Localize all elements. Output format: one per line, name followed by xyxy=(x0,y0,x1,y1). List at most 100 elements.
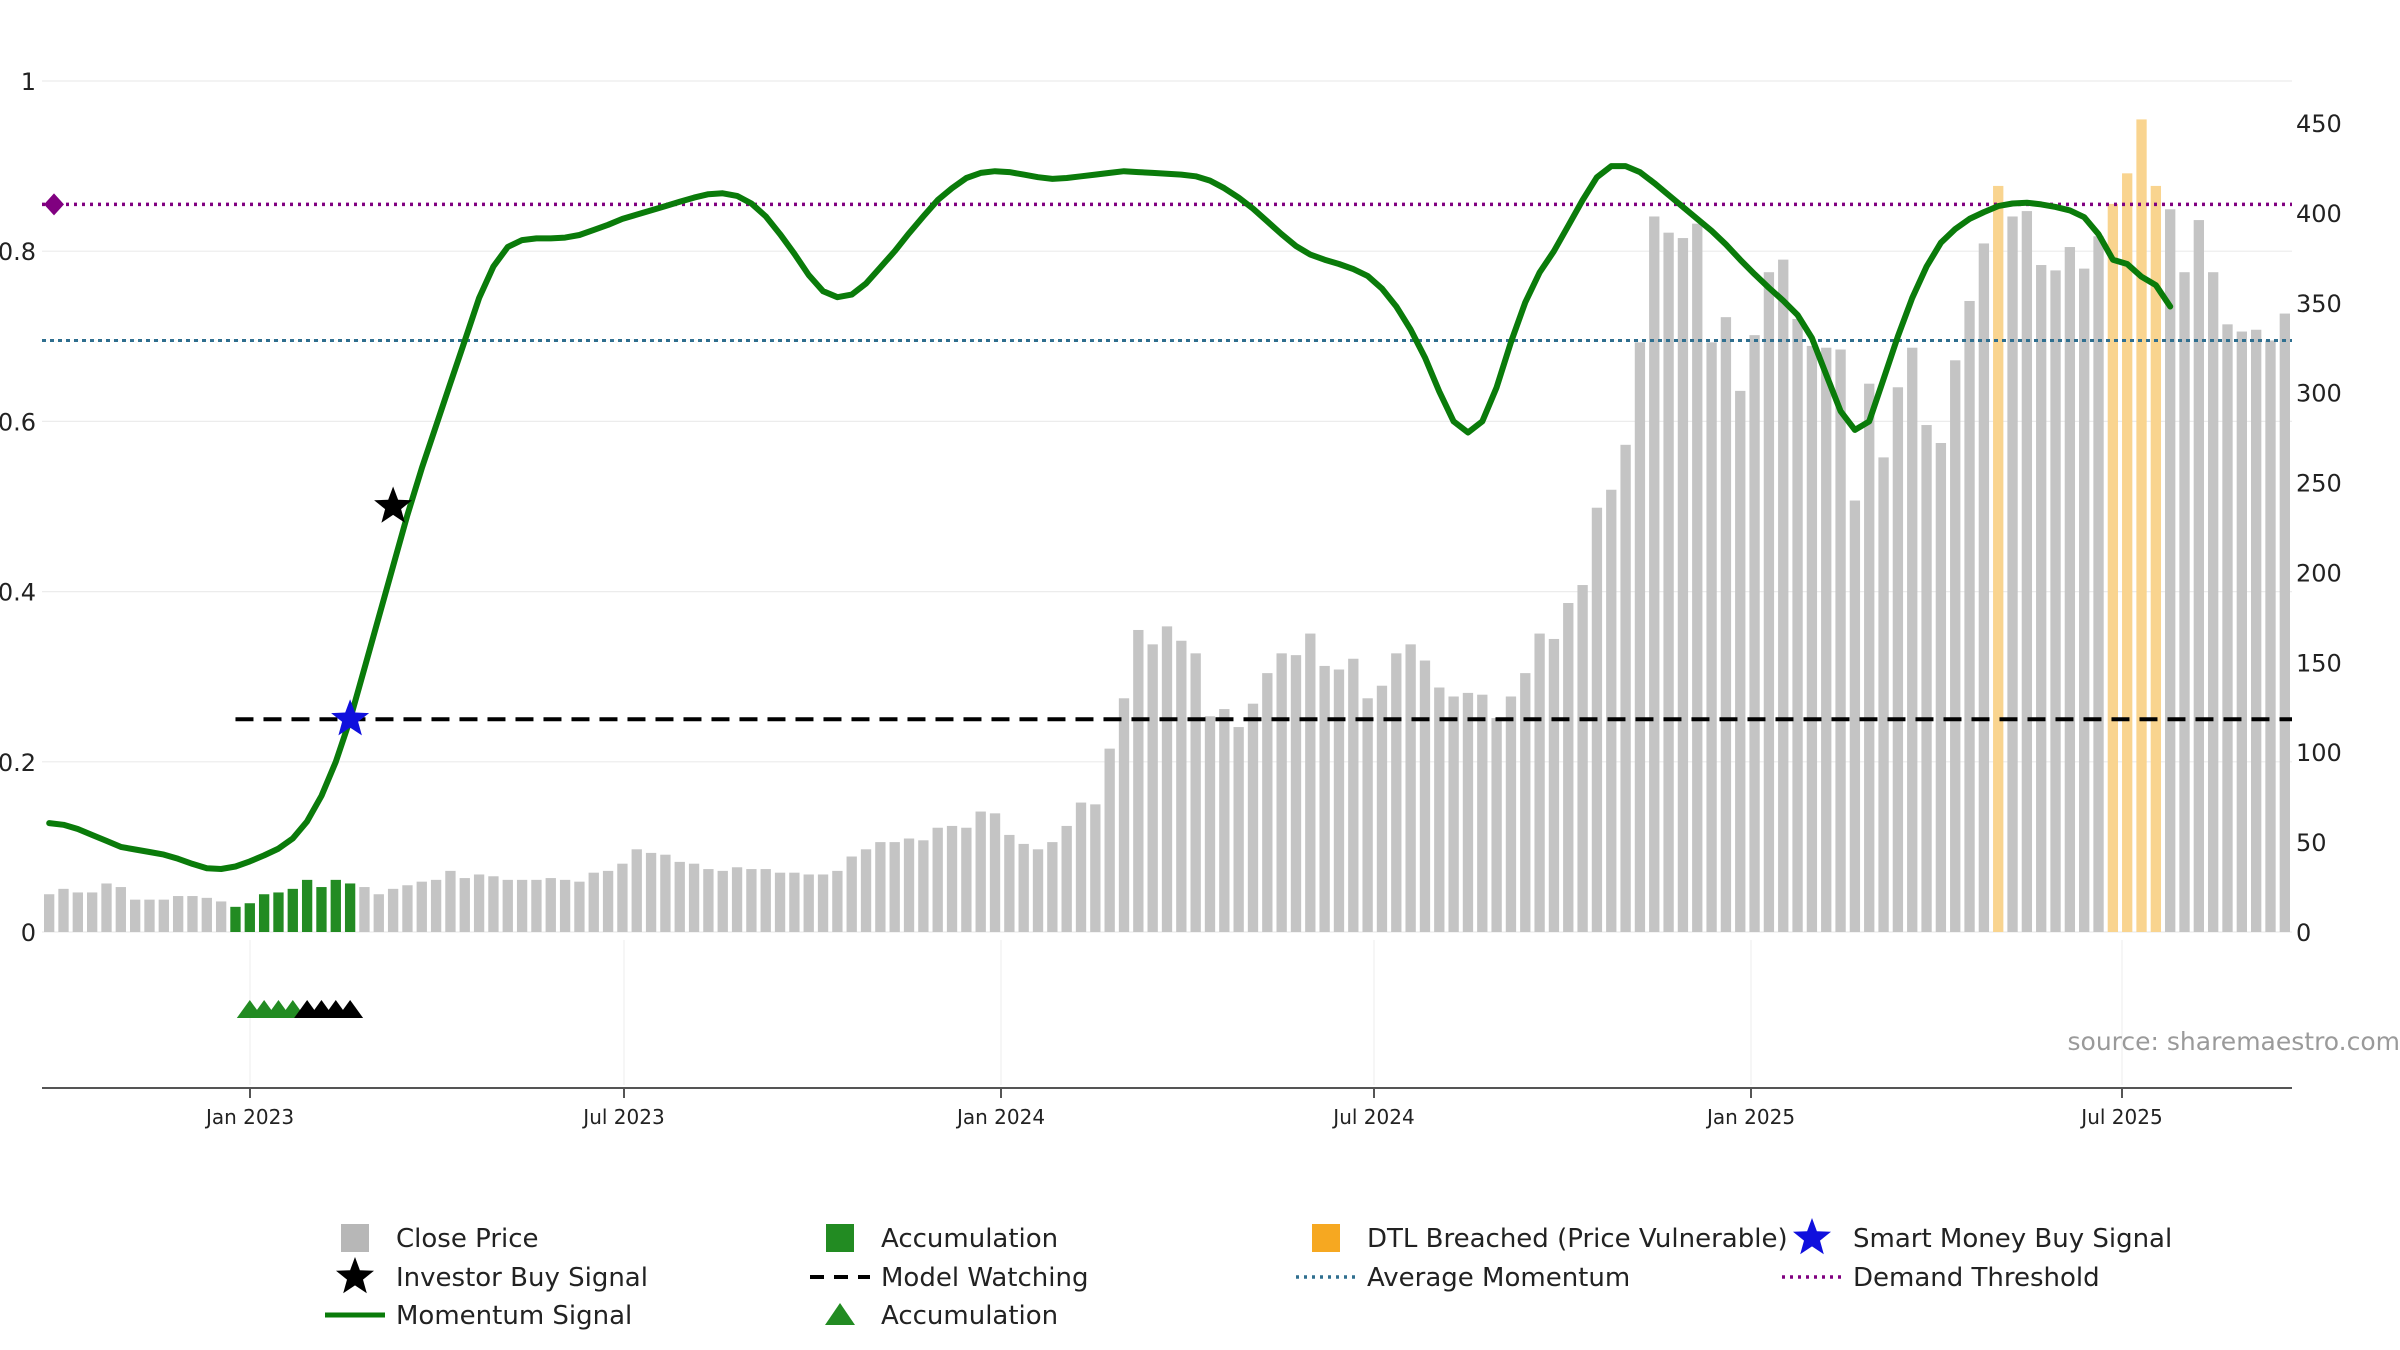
bar-close xyxy=(1305,633,1316,932)
bar-close xyxy=(1735,390,1746,932)
bar-close xyxy=(1032,849,1044,932)
right-tick-label: 300 xyxy=(2296,380,2342,408)
investor-marker-triangle xyxy=(337,1000,364,1018)
reference-lines xyxy=(42,193,2292,722)
bar-close xyxy=(1161,626,1173,932)
bar-accumulation xyxy=(230,906,241,932)
source-credit: source: sharemaestro.com xyxy=(2068,1027,2400,1056)
bar-close xyxy=(2208,272,2219,932)
right-tick-label: 400 xyxy=(2296,200,2342,228)
right-tick-label: 150 xyxy=(2296,649,2342,677)
x-tick-label: Jul 2023 xyxy=(581,1105,664,1129)
bar-close xyxy=(1376,685,1388,932)
legend-label: Close Price xyxy=(396,1224,539,1254)
bar-close xyxy=(2179,272,2190,932)
bar-close xyxy=(1677,238,1689,932)
bar-close xyxy=(2021,211,2033,932)
bar-close xyxy=(1061,825,1072,932)
momentum-line-group xyxy=(46,163,2174,872)
legend-square-icon xyxy=(826,1224,854,1252)
left-tick-label: 0.8 xyxy=(0,238,36,266)
bar-close xyxy=(488,876,499,932)
bar-close xyxy=(559,879,571,932)
bar-close xyxy=(1319,665,1330,932)
bar-close xyxy=(1749,335,1760,932)
bar-close xyxy=(1090,804,1101,932)
bar-close xyxy=(416,881,427,932)
bar-close xyxy=(1462,692,1474,932)
bar-close xyxy=(1907,347,1918,932)
bar-close xyxy=(918,840,929,932)
smart-money-buy-signal xyxy=(331,699,370,736)
bar-close xyxy=(2222,324,2233,933)
bar-close xyxy=(832,870,843,932)
bar-close xyxy=(1921,425,1932,932)
bar-close xyxy=(1262,673,1273,932)
bar-close xyxy=(1792,318,1803,932)
bar-close xyxy=(803,874,814,932)
bar-close xyxy=(373,894,384,932)
bar-close xyxy=(1778,259,1789,932)
bar-close xyxy=(359,887,370,932)
bar-close xyxy=(1477,694,1488,932)
bar-close xyxy=(1233,727,1244,932)
bar-close xyxy=(445,870,456,932)
left-tick-label: 1 xyxy=(21,68,36,96)
bar-close xyxy=(1878,457,1889,932)
bar-close xyxy=(760,869,771,932)
bar-close xyxy=(961,827,972,932)
bar-close xyxy=(2036,265,2047,933)
bar-close xyxy=(1950,360,1961,933)
left-tick-label: 0.6 xyxy=(0,408,36,436)
bar-close xyxy=(1649,216,1660,933)
bar-close xyxy=(1935,443,1947,932)
bar-close xyxy=(617,863,628,932)
right-tick-label: 350 xyxy=(2296,290,2342,318)
bar-close xyxy=(72,892,83,932)
bar-close xyxy=(1276,653,1287,932)
bar-close xyxy=(889,842,900,932)
bar-close xyxy=(2193,220,2205,932)
legend-label: Demand Threshold xyxy=(1853,1263,2100,1293)
bar-close xyxy=(1806,345,1818,932)
bar-close xyxy=(129,899,141,932)
x-tick-label: Jan 2024 xyxy=(955,1105,1045,1129)
investor-buy-signal xyxy=(374,486,413,523)
bar-close xyxy=(144,899,155,932)
bar-close xyxy=(1864,383,1875,933)
bar-dtl_breached xyxy=(2150,185,2162,932)
bar-close xyxy=(774,872,786,932)
axes: Jan 2023 Jul 2023 Jan 2024 Jul 2024 Jan 2025… xyxy=(0,68,2342,1129)
bar-close xyxy=(1634,342,1646,933)
legend: Close Price Accumulation DTL Breached (Pri… xyxy=(325,1218,2172,1331)
bar-close xyxy=(674,861,685,932)
bar-close xyxy=(1047,842,1058,932)
bar-close xyxy=(1348,658,1359,932)
bar-close xyxy=(1190,653,1201,932)
left-tick-label: 0 xyxy=(21,919,36,947)
right-tick-label: 250 xyxy=(2296,470,2342,498)
legend-label: Accumulation xyxy=(881,1301,1058,1331)
right-tick-label: 50 xyxy=(2296,829,2327,857)
bar-close xyxy=(2050,270,2061,932)
legend-label: Average Momentum xyxy=(1367,1263,1630,1293)
bar-close xyxy=(1491,718,1502,932)
legend-triangle-icon xyxy=(825,1303,855,1325)
bar-close xyxy=(1247,703,1259,932)
bar-close xyxy=(1075,802,1087,932)
bar-close xyxy=(2093,236,2104,932)
bar-close xyxy=(1548,638,1560,932)
bar-close xyxy=(1620,444,1631,932)
bar-accumulation xyxy=(344,883,356,932)
x-tick-label: Jan 2025 xyxy=(1705,1105,1795,1129)
bar-close xyxy=(746,869,757,932)
bar-accumulation xyxy=(273,892,284,932)
bar-accumulation xyxy=(330,879,341,932)
left-tick-label: 0.2 xyxy=(0,749,36,777)
bar-close xyxy=(531,879,542,932)
bar-close xyxy=(875,842,886,932)
bar-close xyxy=(402,885,413,932)
bar-close xyxy=(645,852,657,932)
bar-close xyxy=(101,883,112,932)
